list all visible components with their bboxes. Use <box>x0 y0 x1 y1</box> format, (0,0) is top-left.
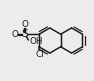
Text: OH: OH <box>30 37 43 46</box>
Text: O: O <box>12 30 19 39</box>
Text: O: O <box>21 20 28 29</box>
Text: S: S <box>21 29 28 39</box>
Text: Cl: Cl <box>36 50 44 59</box>
